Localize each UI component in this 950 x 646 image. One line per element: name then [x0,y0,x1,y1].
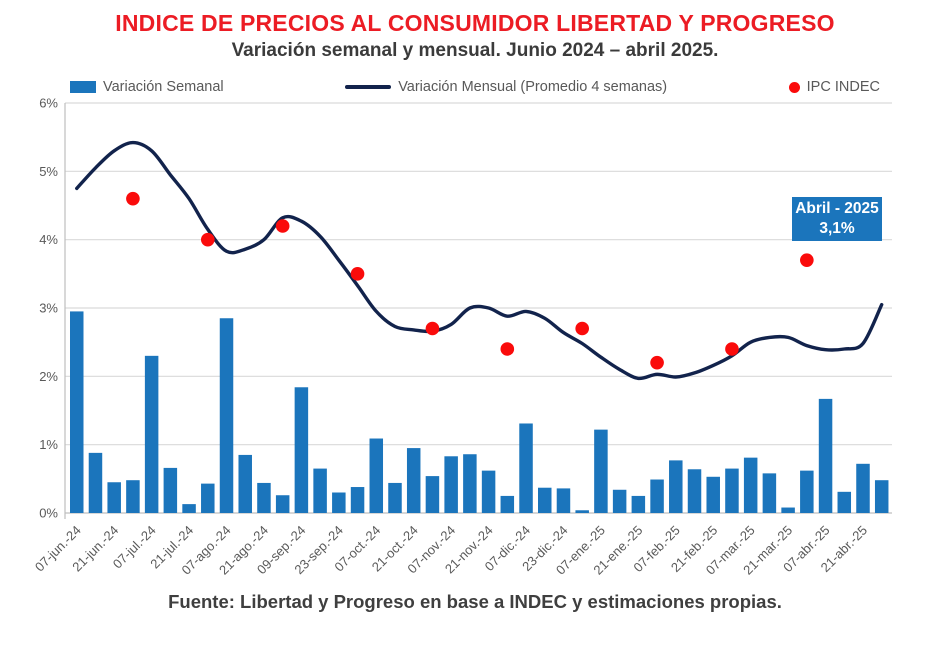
bar-week-39 [781,507,795,513]
bar-week-16 [350,487,365,513]
bar-week-2 [88,452,103,513]
bar-swatch-icon [70,81,96,93]
bar-week-34 [687,469,702,513]
bar-week-25 [519,423,533,513]
bar-week-36 [725,468,739,513]
bar-week-40 [800,470,814,513]
ipc-dot-ago-24 [275,219,290,233]
bar-week-43 [856,463,870,513]
ipc-dot-dic-24 [575,321,589,336]
chart-subtitle: Variación semanal y mensual. Junio 2024 … [231,40,719,61]
bar-week-35 [706,476,720,513]
bar-week-14 [313,468,327,513]
ipc-dot-jul-24 [200,232,215,247]
bar-week-21 [444,456,458,513]
ipc-dot-oct-24 [425,321,440,336]
y-axis-tick-label: 3% [39,301,58,316]
bar-week-30 [612,489,627,513]
ipc-dot-jun-24 [126,191,140,206]
legend-label: IPC INDEC [806,79,880,95]
bar-week-6 [163,467,178,513]
ipc-dot-sep-24 [350,267,365,281]
bar-week-33 [669,460,683,513]
bar-week-18 [388,482,402,513]
y-axis-tick-label: 4% [39,232,58,247]
legend-label: Variación Mensual (Promedio 4 semanas) [398,79,668,95]
annotation-april-2025: Abril - 2025 3,1% [792,197,882,241]
bar-week-10 [238,454,252,513]
legend-item-monthly-variation: Variación Mensual (Promedio 4 semanas) [345,79,667,95]
bar-week-5 [144,355,159,513]
bar-week-44 [874,480,889,513]
bar-week-29 [594,429,608,513]
bar-week-11 [257,482,271,513]
bar-week-12 [275,495,290,513]
legend-item-ipc-indec: IPC INDEC [788,79,880,95]
y-axis-tick-label: 2% [39,369,58,384]
weekly-variation-bars [70,311,889,513]
bar-week-7 [182,504,196,513]
bar-week-17 [369,438,384,513]
bar-week-4 [126,480,140,513]
bar-week-24 [500,495,515,513]
bar-week-3 [107,482,121,513]
bar-week-41 [818,398,833,513]
y-axis-tick-label: 5% [39,164,58,179]
bar-week-23 [481,470,496,513]
annotation-value-label: 3,1% [819,220,855,237]
dot-swatch-icon [788,81,800,93]
bar-week-32 [650,479,664,513]
bar-week-15 [332,492,346,513]
bar-week-13 [294,387,309,513]
bar-week-22 [463,454,477,513]
bar-week-1 [70,311,84,513]
x-axis-labels: 07-jun.-2421-jun.-2407-jul.-2421-jul.-24… [32,523,870,578]
legend-label: Variación Semanal [103,79,224,95]
bar-week-31 [631,495,646,513]
bar-week-28 [575,510,589,513]
y-axis-tick-label: 6% [39,96,58,111]
y-axis-tick-label: 1% [39,437,58,452]
legend-item-weekly-variation: Variación Semanal [70,79,224,95]
bar-week-26 [538,487,552,513]
chart-title: INDICE DE PRECIOS AL CONSUMIDOR LIBERTAD… [115,10,835,36]
bar-week-9 [219,318,234,513]
chart-legend: Variación Semanal Variación Mensual (Pro… [70,77,880,97]
bar-week-8 [201,483,215,513]
bar-week-37 [743,457,758,513]
ipc-dot-nov-24 [500,342,515,356]
ipc-dot-feb-25 [725,342,739,356]
bar-week-27 [556,488,571,513]
bar-week-20 [425,476,440,513]
annotation-month-label: Abril - 2025 [795,199,879,217]
ipc-indec-dots [126,191,814,370]
ipc-dot-mar-25 [800,253,814,267]
bar-week-38 [762,473,777,513]
bar-week-19 [406,448,421,513]
ipc-dot-ene-25 [650,355,664,370]
line-swatch-icon [345,85,392,89]
monthly-variation-line [75,140,884,381]
bar-week-42 [837,491,852,513]
source-note: Fuente: Libertad y Progreso en base a IN… [168,591,782,612]
y-axis-tick-label: 0% [39,506,58,521]
